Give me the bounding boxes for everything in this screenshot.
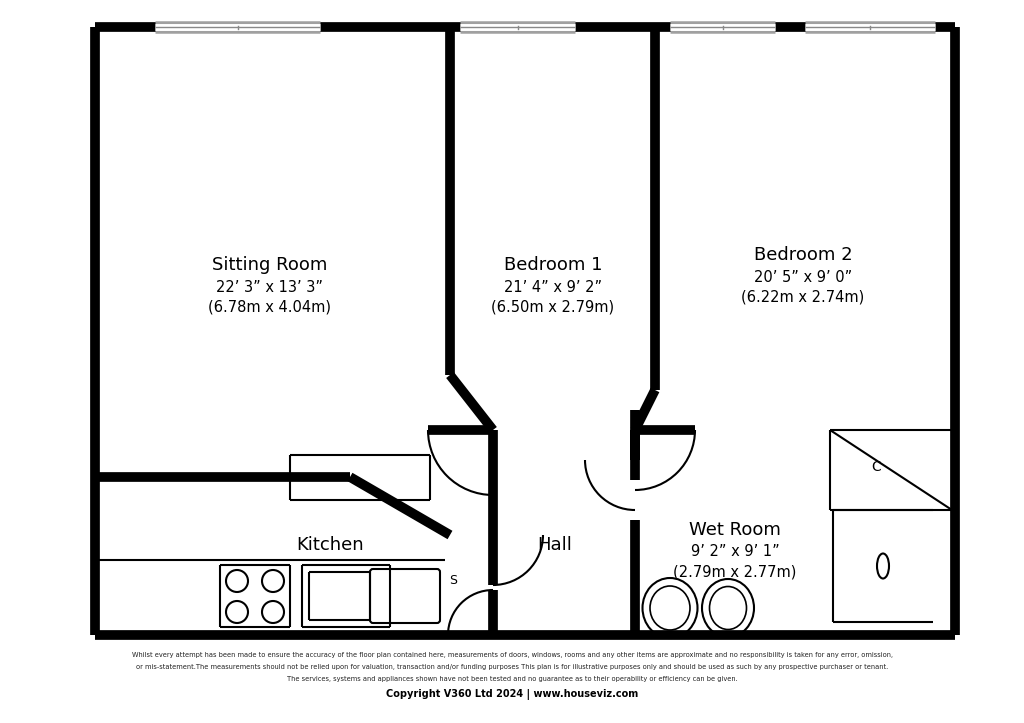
Text: 21’ 4” x 9’ 2”: 21’ 4” x 9’ 2” — [504, 280, 602, 294]
Text: or mis-statement.The measurements should not be relied upon for valuation, trans: or mis-statement.The measurements should… — [136, 664, 888, 670]
Text: Bedroom 2: Bedroom 2 — [754, 246, 852, 264]
Text: 20’ 5” x 9’ 0”: 20’ 5” x 9’ 0” — [754, 270, 852, 284]
Text: Kitchen: Kitchen — [296, 536, 364, 554]
Text: (6.50m x 2.79m): (6.50m x 2.79m) — [492, 299, 614, 315]
Text: (6.22m x 2.74m): (6.22m x 2.74m) — [741, 289, 864, 304]
Text: The services, systems and appliances shown have not been tested and no guarantee: The services, systems and appliances sho… — [287, 676, 737, 682]
Text: Sitting Room: Sitting Room — [212, 256, 328, 274]
Text: Hall: Hall — [538, 536, 572, 554]
Text: 9’ 2” x 9’ 1”: 9’ 2” x 9’ 1” — [690, 544, 779, 560]
Text: (6.78m x 4.04m): (6.78m x 4.04m) — [209, 299, 332, 315]
Text: Wet Room: Wet Room — [689, 521, 781, 539]
Text: S: S — [449, 573, 457, 586]
Text: (2.79m x 2.77m): (2.79m x 2.77m) — [674, 565, 797, 580]
Text: C: C — [871, 460, 881, 474]
Text: Bedroom 1: Bedroom 1 — [504, 256, 602, 274]
Text: Copyright V360 Ltd 2024 | www.houseviz.com: Copyright V360 Ltd 2024 | www.houseviz.c… — [386, 690, 638, 701]
Text: Whilst every attempt has been made to ensure the accuracy of the floor plan cont: Whilst every attempt has been made to en… — [131, 652, 893, 658]
Text: 22’ 3” x 13’ 3”: 22’ 3” x 13’ 3” — [216, 280, 324, 294]
